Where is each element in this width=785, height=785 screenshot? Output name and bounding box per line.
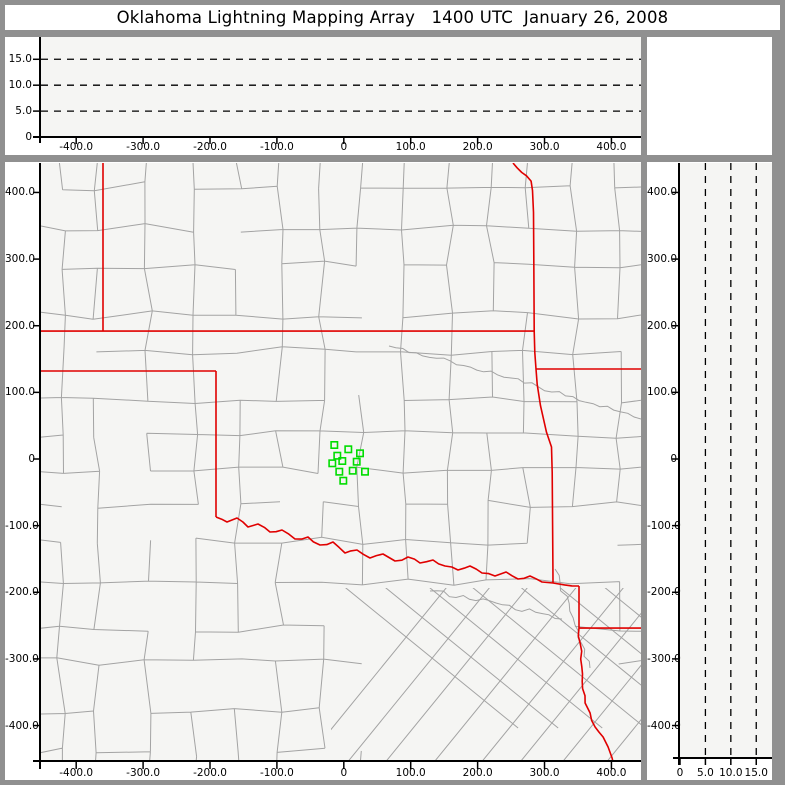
y-tick-label: -200.0 (5, 586, 39, 599)
river-lines (388, 345, 641, 669)
y-tick-label: 200.0 (647, 319, 678, 332)
lma-station-marker (339, 476, 348, 485)
y-tick-label: 0 (670, 453, 677, 465)
y-tick-label: 400.0 (5, 186, 36, 199)
lma-station-marker (333, 451, 342, 460)
y-tick-label: 400.0 (647, 186, 678, 199)
y-tick-label: -400.0 (5, 719, 39, 732)
lma-station-marker (338, 456, 347, 465)
window-title: Oklahoma Lightning Mapping Array 1400 UT… (116, 8, 669, 27)
state-border-east-border (512, 163, 554, 583)
map-panel: 400.0 300.0 200.0 100.0 0 -100.0 -200.0 -300.0 -… (5, 162, 641, 780)
y-tick-label: 100.0 (647, 386, 678, 399)
y-tick-label: -400.0 (647, 719, 681, 732)
y-tick-label: 300.0 (5, 253, 36, 266)
x-tick-label: 400.0 (596, 767, 627, 779)
x-tick-label: -200.0 (193, 767, 227, 779)
x-tick-label: -200.0 (193, 141, 227, 153)
state-borders (41, 163, 641, 761)
y-tick-label: 10.0 (8, 79, 32, 92)
lma-station-marker (328, 459, 337, 468)
lma-station-marker (352, 457, 361, 466)
y-tick-label: -100.0 (647, 519, 681, 532)
altitude-ns-plot[interactable] (647, 162, 772, 780)
altitude-ew-plot[interactable] (5, 37, 641, 155)
title-bar: Oklahoma Lightning Mapping Array 1400 UT… (5, 5, 780, 30)
x-tick-label: -300.0 (126, 141, 161, 153)
x-tick-label: 400.0 (596, 141, 627, 153)
y-tick-label: 0 (25, 131, 32, 143)
x-tick-label: 200.0 (462, 141, 493, 153)
y-tick-label: 200.0 (5, 319, 36, 332)
x-tick-label: 100.0 (395, 767, 426, 779)
y-tick-label: -200.0 (647, 586, 681, 599)
y-tick-label: -300.0 (5, 652, 39, 665)
lma-station-marker (330, 440, 339, 449)
lma-station-marker (344, 445, 353, 454)
x-tick-label: -400.0 (59, 767, 94, 779)
x-tick-label: 10.0 (719, 767, 743, 779)
x-tick-label: 0 (340, 141, 348, 153)
lma-station-marker (335, 467, 344, 476)
y-tick-label: -300.0 (647, 652, 681, 665)
x-tick-label: 300.0 (529, 767, 560, 779)
x-tick-label: 0 (676, 767, 684, 779)
x-tick-label: -100.0 (259, 141, 294, 153)
x-tick-label: -400.0 (59, 141, 94, 153)
y-tick-label: 15.0 (8, 53, 32, 66)
x-tick-label: 200.0 (462, 767, 493, 779)
y-tick-label: -100.0 (5, 519, 39, 532)
state-border-texas-louisiana (577, 628, 614, 761)
x-tick-label: 300.0 (529, 141, 560, 153)
x-tick-label: -300.0 (126, 767, 161, 779)
y-tick-label: 0 (28, 453, 35, 465)
x-tick-label: 100.0 (395, 141, 426, 153)
x-tick-label: 0 (340, 767, 348, 779)
x-tick-label: 15.0 (744, 767, 768, 779)
altitude-ns-panel: 400.0 300.0 200.0 100.0 0 -100.0 -200.0 -300.0 -… (647, 162, 772, 780)
state-border-red-river (215, 516, 580, 587)
lma-station-marker (355, 449, 364, 458)
x-tick-label: -100.0 (259, 767, 294, 779)
map-plot[interactable] (5, 162, 641, 780)
y-tick-label: 5.0 (15, 105, 32, 118)
y-tick-label: 300.0 (647, 253, 678, 266)
lma-station-marker (348, 466, 357, 475)
altitude-ew-panel: 15.0 10.0 5.0 0 -400.0 -300.0 -200.0 -100.0 0 100… (5, 37, 641, 155)
x-tick-label: 5.0 (697, 767, 714, 779)
lma-stations (328, 440, 369, 485)
lma-station-marker (360, 467, 369, 476)
y-tick-label: 100.0 (5, 386, 36, 399)
blank-corner-panel (647, 37, 772, 155)
